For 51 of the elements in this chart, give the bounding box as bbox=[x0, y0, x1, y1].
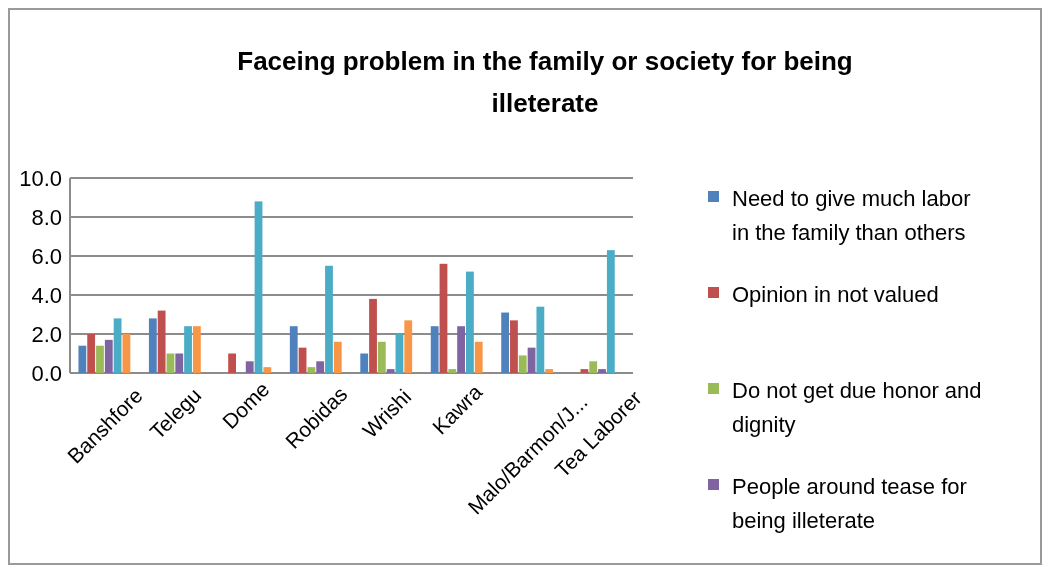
bar bbox=[360, 353, 369, 373]
bar bbox=[184, 326, 192, 373]
bar bbox=[430, 326, 439, 373]
bar bbox=[598, 369, 606, 373]
bar bbox=[245, 361, 254, 373]
bar bbox=[104, 339, 113, 373]
bar bbox=[474, 341, 483, 373]
bar bbox=[96, 345, 104, 373]
bar bbox=[254, 201, 263, 373]
legend-label: Need to give much labor in the family than others bbox=[732, 185, 971, 245]
bar bbox=[395, 334, 404, 373]
bar bbox=[307, 367, 316, 373]
bar bbox=[466, 271, 474, 373]
y-tick-label: 8.0 bbox=[31, 204, 62, 230]
bar bbox=[87, 334, 96, 373]
bar bbox=[122, 334, 131, 373]
bar bbox=[404, 320, 413, 373]
bar bbox=[518, 355, 527, 373]
y-tick-label: 4.0 bbox=[31, 282, 62, 308]
legend-label: People around tease for being illeterate bbox=[732, 473, 967, 533]
legend-label: Opinion in not valued bbox=[732, 281, 939, 307]
bar bbox=[289, 326, 298, 373]
bar bbox=[580, 369, 589, 373]
bar bbox=[157, 310, 166, 373]
y-tick-label: 6.0 bbox=[31, 243, 62, 269]
bar bbox=[457, 326, 465, 373]
bar bbox=[510, 320, 518, 373]
bar bbox=[78, 345, 87, 373]
bar bbox=[148, 318, 157, 373]
bar bbox=[589, 361, 598, 373]
y-tick-label: 2.0 bbox=[31, 321, 62, 347]
legend-label: Do not get due honor and dignity bbox=[732, 377, 982, 437]
bar bbox=[606, 250, 615, 373]
bar bbox=[501, 312, 510, 373]
chart-title: Faceing problem in the family or society for being illeterate bbox=[237, 46, 853, 118]
y-tick-label: 0.0 bbox=[31, 360, 62, 386]
bar bbox=[333, 341, 342, 373]
bar bbox=[175, 353, 184, 373]
bar bbox=[228, 353, 236, 373]
bar bbox=[386, 369, 395, 373]
bar bbox=[545, 369, 554, 373]
y-tick-label: 10.0 bbox=[19, 165, 62, 191]
bar bbox=[536, 306, 545, 373]
bar bbox=[369, 298, 377, 373]
bar bbox=[263, 367, 272, 373]
bar bbox=[316, 361, 325, 373]
bar bbox=[325, 265, 333, 373]
bar bbox=[448, 369, 457, 373]
bar bbox=[377, 341, 386, 373]
bar bbox=[113, 318, 122, 373]
bar bbox=[192, 326, 201, 373]
